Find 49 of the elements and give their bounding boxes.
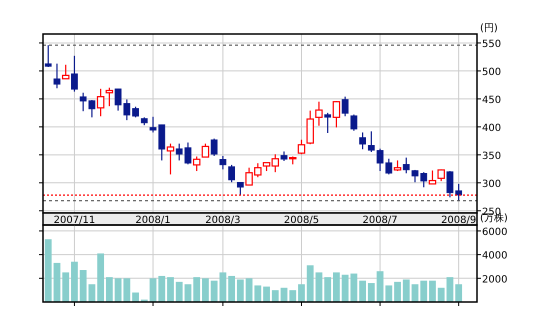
bar xyxy=(54,262,60,302)
bar xyxy=(44,239,52,302)
bar xyxy=(123,278,130,302)
bar xyxy=(376,271,384,302)
bar xyxy=(368,283,375,302)
x-tick-label: 2008/1 xyxy=(135,215,171,226)
bar xyxy=(316,272,322,302)
y-tick-label: 300 xyxy=(482,178,502,190)
bar xyxy=(298,284,305,302)
bar xyxy=(62,272,70,302)
bar xyxy=(150,278,156,302)
bar xyxy=(306,265,314,302)
bar xyxy=(184,284,192,302)
bar xyxy=(455,284,462,302)
y-axis-title: (円) xyxy=(480,23,498,34)
bar xyxy=(394,282,401,302)
bar xyxy=(402,279,410,302)
bar xyxy=(167,277,174,302)
y-tick-label: 4000 xyxy=(482,250,508,262)
bar xyxy=(272,290,279,302)
x-tick-label: 2008/9 xyxy=(441,215,476,226)
bar xyxy=(385,285,392,302)
y-tick-label: 6000 xyxy=(482,226,508,238)
bar xyxy=(158,276,166,302)
bar xyxy=(193,277,200,302)
bar xyxy=(446,277,454,302)
bar xyxy=(176,282,183,302)
y-tick-label: 400 xyxy=(482,122,502,134)
x-tick-label: 2008/3 xyxy=(205,215,240,226)
bar xyxy=(438,288,445,302)
bar xyxy=(324,277,332,302)
bar xyxy=(289,290,296,302)
y-tick-label: 2000 xyxy=(482,274,508,286)
x-tick-label: 2008/7 xyxy=(362,215,398,226)
bar xyxy=(429,280,436,302)
y-tick-label: 450 xyxy=(482,94,502,106)
bar xyxy=(280,288,288,302)
x-tick-label: 2008/5 xyxy=(284,215,320,226)
x-tick-label: 2007/11 xyxy=(54,215,96,226)
bar xyxy=(71,262,78,302)
bar xyxy=(80,270,87,302)
y-tick-label: 350 xyxy=(482,150,502,162)
bar xyxy=(263,286,270,302)
y-tick-label: 550 xyxy=(482,38,502,50)
bar xyxy=(420,280,428,302)
bar xyxy=(132,292,139,302)
y-tick-label: 500 xyxy=(482,66,502,78)
bar xyxy=(254,285,262,302)
bar xyxy=(412,284,418,302)
